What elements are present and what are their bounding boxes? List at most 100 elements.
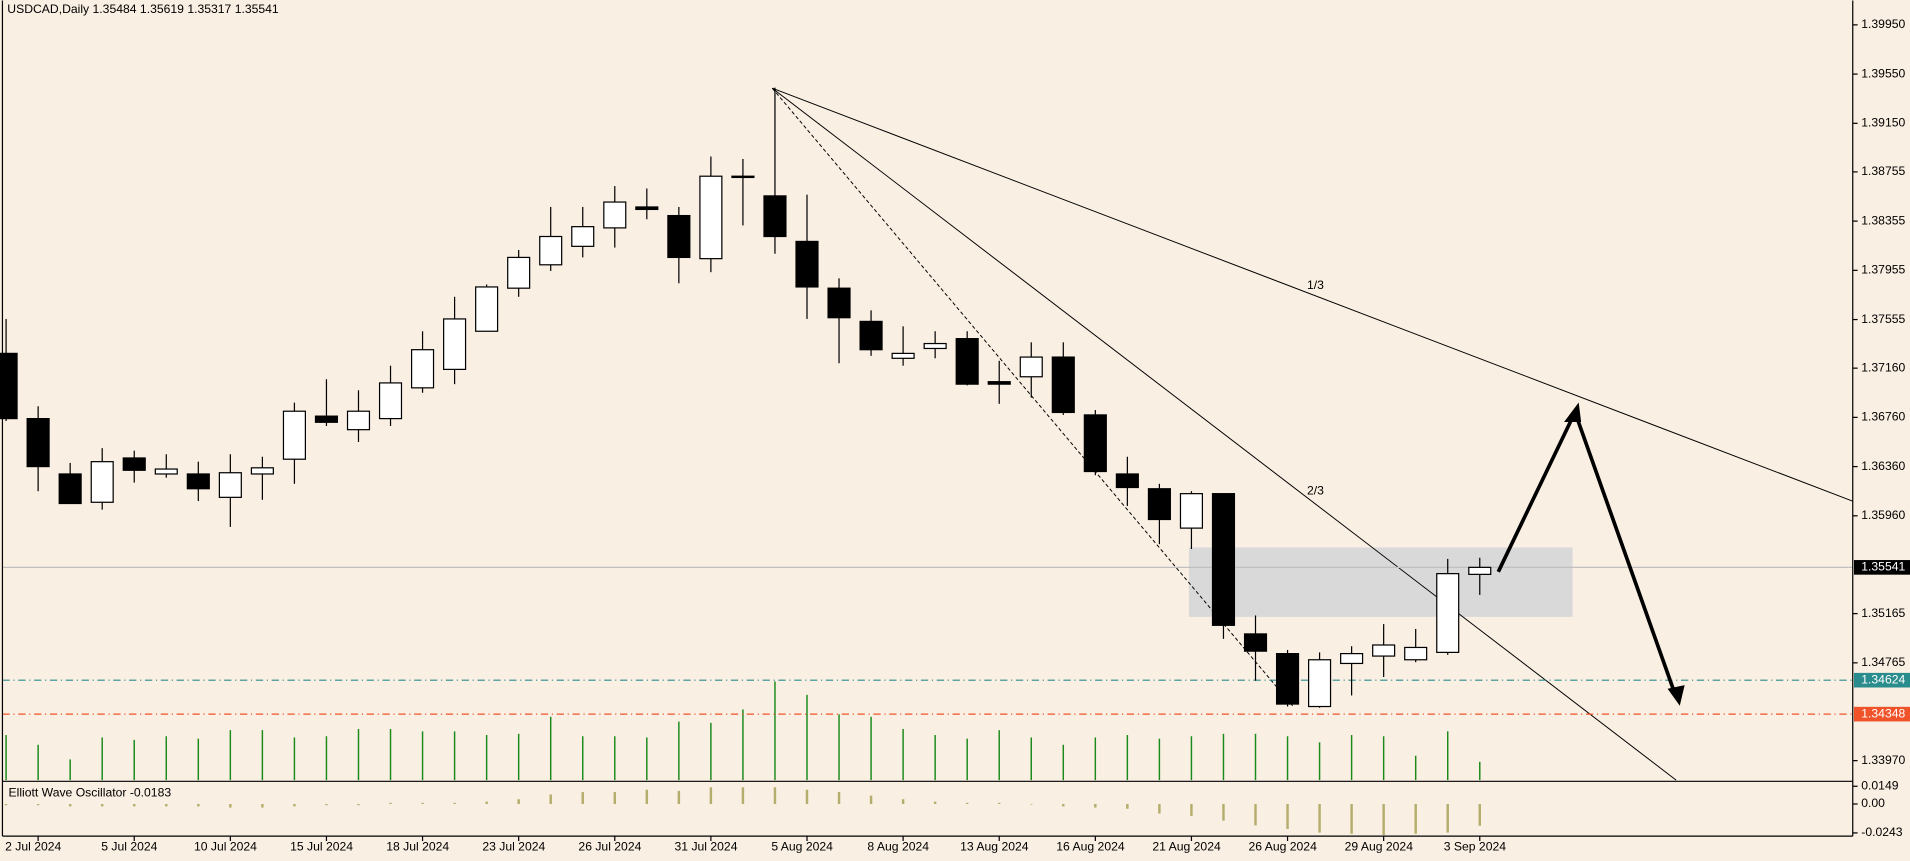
x-tick-label: 26 Jul 2024 <box>578 839 641 853</box>
oscillator-bar <box>165 803 168 807</box>
x-tick-label: 13 Aug 2024 <box>960 839 1029 853</box>
y-tick-label: -0.0243 <box>1861 825 1903 839</box>
candle-body <box>0 352 18 420</box>
candle-body <box>1243 633 1268 652</box>
oscillator-bar <box>677 790 681 804</box>
candle-body <box>475 286 499 332</box>
oscillator-bar <box>613 792 616 804</box>
oscillator-bar <box>389 802 392 804</box>
y-tick-label: 1.39550 <box>1861 66 1905 80</box>
x-tick-label: 5 Jul 2024 <box>101 839 157 853</box>
candle-body <box>1051 356 1075 414</box>
candle-body <box>186 473 210 490</box>
oscillator-bar <box>1286 803 1289 829</box>
oscillator-bar <box>261 803 264 808</box>
x-tick-label: 10 Jul 2024 <box>194 839 257 853</box>
candle-body <box>218 472 242 498</box>
oscillator-bar <box>645 789 649 804</box>
candle-body <box>410 349 435 389</box>
y-tick-label: 0.00 <box>1861 796 1885 810</box>
candle-body <box>923 342 947 350</box>
candle-body <box>1211 493 1236 626</box>
y-tick-label: 1.38355 <box>1861 213 1905 227</box>
oscillator-bar <box>1254 803 1257 826</box>
oscillator-bar <box>1414 803 1417 834</box>
oscillator-bar <box>1062 803 1065 807</box>
y-tick-label: 1.39950 <box>1861 17 1905 31</box>
candle-body <box>667 214 691 259</box>
candle-body <box>699 175 723 260</box>
title: USDCAD,Daily <box>7 2 90 16</box>
arrows <box>1496 402 1685 706</box>
candle-body <box>122 457 146 471</box>
y-tick-label: 1.35165 <box>1861 606 1905 620</box>
y-tick-label: 1.39150 <box>1861 116 1905 130</box>
oscillator-bar <box>997 802 1001 804</box>
oscillator-bar <box>1158 803 1161 814</box>
candle-body <box>603 201 627 229</box>
candle-body <box>250 467 274 475</box>
oscillator-bar <box>1446 803 1449 833</box>
dashed-line <box>771 87 1295 708</box>
x-tick-label: 26 Aug 2024 <box>1248 839 1317 853</box>
oscillator-bar <box>549 794 552 804</box>
x-tick-label: 31 Jul 2024 <box>675 839 738 853</box>
oscillator-bar <box>4 803 8 806</box>
oscillator-bar <box>357 803 360 806</box>
x-tick-label: 15 Jul 2024 <box>290 839 353 853</box>
candle-body <box>1179 493 1204 529</box>
level-tag <box>1853 706 1910 722</box>
candle-body <box>1115 473 1139 489</box>
level-label: 1.35541 <box>1861 560 1905 574</box>
level-label: 1.34624 <box>1861 672 1905 686</box>
candle-body <box>378 382 403 420</box>
candle-body <box>763 195 787 238</box>
candle-body <box>827 287 851 319</box>
candle-body <box>282 410 306 460</box>
oscillator-bar <box>421 802 424 804</box>
trendline-2-3 <box>771 87 1677 781</box>
candle-body <box>1468 566 1492 575</box>
last-low: 1.35317 <box>187 2 231 16</box>
candle-body <box>1340 653 1364 665</box>
trendline-1-3 <box>772 87 1853 502</box>
oscillator-title: Elliott Wave Oscillator -0.0183 <box>9 786 172 800</box>
candle-body <box>891 352 915 359</box>
candle-body <box>539 235 563 266</box>
oscillator-bar <box>229 803 232 808</box>
candle-body <box>90 461 114 503</box>
y-tick-label: 0.0149 <box>1861 778 1898 792</box>
chart-title: USDCAD,Daily 1.35484 1.35619 1.35317 1.3… <box>7 2 279 16</box>
y-tick-label: 1.36360 <box>1861 459 1905 473</box>
oscillator-bar <box>1190 803 1193 816</box>
arrow-head <box>1564 402 1582 422</box>
oscillator-bar <box>133 803 136 807</box>
drawings: 1/3 2/3 <box>771 87 1853 781</box>
y-tick-label: 1.36760 <box>1861 410 1905 424</box>
x-tick-label: 23 Jul 2024 <box>482 839 545 853</box>
candle-body <box>1083 414 1107 473</box>
candle-body <box>154 468 178 475</box>
candle-body <box>346 410 371 431</box>
candle-body <box>1308 659 1332 708</box>
oscillator-bar <box>837 792 841 804</box>
candle-body <box>58 473 82 505</box>
last-value: -0.0183 <box>130 786 172 800</box>
candle-body <box>571 226 595 247</box>
candle-body <box>26 417 50 468</box>
oscillator-bar <box>36 803 40 806</box>
level-tag <box>1853 560 1910 575</box>
candle-body <box>795 240 819 288</box>
last-high: 1.35619 <box>140 2 184 16</box>
candle-body <box>443 318 467 370</box>
x-tick-label: 16 Aug 2024 <box>1056 839 1125 853</box>
y-tick-label: 1.37160 <box>1861 360 1905 374</box>
candle-body <box>635 206 659 211</box>
zone-box <box>1188 547 1573 617</box>
last-close: 1.35541 <box>235 2 279 16</box>
oscillator-bar <box>325 803 328 806</box>
oscillator-bar <box>485 801 488 804</box>
oscillator-bar <box>1030 803 1033 805</box>
